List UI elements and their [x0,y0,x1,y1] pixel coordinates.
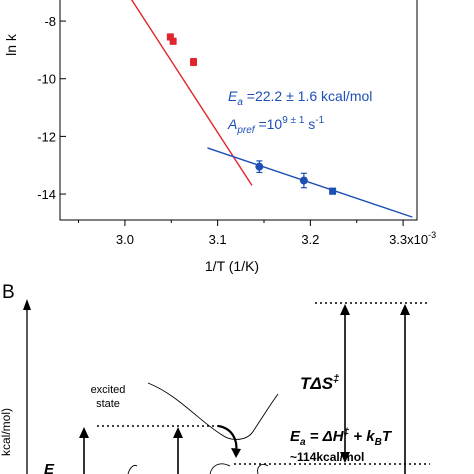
ea-value: =22.2 ± 1.6 kcal/mol [243,88,372,104]
apref-unit: s [304,116,315,132]
ea-eq-k-subscript: B [375,437,382,448]
excited-state-label-line2: state [96,398,120,410]
y-axis-label: ln k [3,33,19,56]
excited-state-curve-right [254,394,278,430]
x-axis-ticks: 3.0 3.1 3.2 3.3x10-3 [79,220,437,247]
y-tick-label: -10 [37,72,56,87]
x-tick-exponent: -3 [428,230,436,240]
x-tick-label: 3.3x10-3 [389,230,436,247]
data-point [329,188,336,195]
fit-lines [125,0,412,217]
x-tick-label: 3.1 [209,232,227,247]
left-arrowhead [79,427,89,438]
data-point [190,59,197,66]
tds-dagger: ‡ [333,373,340,385]
x-axis-label: 1/T (1/K) [205,258,259,274]
arrhenius-plot: -8 -10 -12 -14 3.0 3.1 3.2 3.3x10-3 ln k 1/T (… [3,0,436,274]
ea-eq-plus-k: + k [349,428,375,445]
excited-state-label-line1: excited [91,384,126,396]
apref-exponent: 9 ± 1 [282,115,305,126]
ea-equation: Ea = ΔH‡ + kBT [290,427,393,448]
energy-diagram: B kcal/mol) excited state TΔS‡ Ea = ΔH‡ … [0,282,430,474]
apref-subscript: pref [236,125,255,136]
energy-axis-label: kcal/mol) [0,408,13,456]
data-points [167,33,336,194]
ea-eq-t: T [382,428,393,445]
panel-b-label: B [2,282,15,303]
apref-symbol: A [227,116,237,132]
apref-unit-exponent: -1 [315,115,324,126]
x-tick-label: 3.2 [301,232,319,247]
ground-state-curve-fragment-1 [210,464,230,474]
data-point [300,177,308,185]
ea-arrowhead-top [400,304,410,315]
fit-line-2 [207,148,412,217]
ea-eq-delta-h: = ΔH [306,428,345,445]
apref-base: =10 [255,116,283,132]
ground-state-curve-fragment-3 [128,465,137,474]
left-partial-label: E [44,461,55,474]
y-tick-label: -14 [37,187,56,202]
ea-approx-value: ~114kcal/mol [290,450,364,464]
energy-axis-arrowhead [23,299,31,310]
y-tick-label: -8 [44,14,56,29]
x-tick-label-base: 3.3x10 [389,232,428,247]
transition-arrowhead [231,448,241,458]
data-point [170,38,177,45]
y-tick-label: -12 [37,129,56,144]
excited-state-curve-left [148,383,254,439]
tds-text: TΔS [300,374,334,393]
tds-arrowhead-top [340,304,350,315]
plot-frame [60,0,417,220]
ground-state-curve-fragment-2 [258,464,268,474]
prefactor-annotation: Apref =109 ± 1 s-1 [227,115,325,136]
activation-energy-annotation: Ea =22.2 ± 1.6 kcal/mol [228,88,372,108]
x-tick-label: 3.0 [116,232,134,247]
y-axis-ticks: -8 -10 -12 -14 [37,14,66,202]
tds-label: TΔS‡ [300,373,340,393]
mid-arrowhead [173,427,183,438]
data-point [255,163,263,171]
